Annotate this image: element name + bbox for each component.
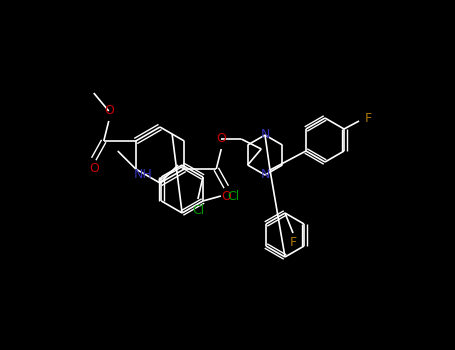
Text: Cl: Cl: [227, 189, 239, 203]
Text: O: O: [216, 133, 226, 146]
Text: F: F: [289, 237, 297, 250]
Text: F: F: [364, 112, 372, 126]
Text: N: N: [260, 128, 270, 141]
Text: NH: NH: [133, 168, 152, 181]
Text: O: O: [104, 105, 114, 118]
Text: O: O: [89, 162, 99, 175]
Text: Cl: Cl: [192, 204, 204, 217]
Text: N: N: [260, 168, 270, 182]
Text: O: O: [221, 190, 231, 203]
